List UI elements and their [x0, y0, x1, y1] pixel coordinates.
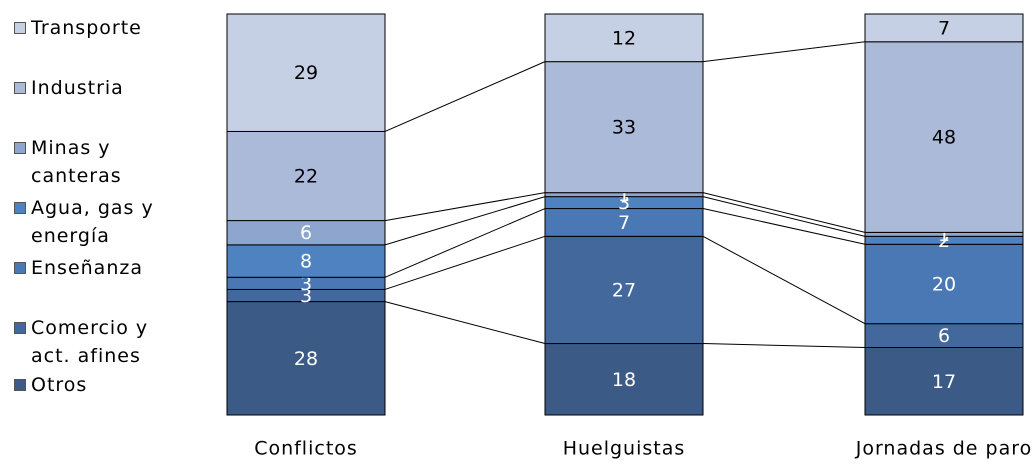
legend-label: Otros — [31, 374, 88, 396]
data-label: 7 — [618, 212, 630, 234]
connector-line — [384, 61, 546, 132]
connector-line — [702, 343, 866, 349]
connector-line — [702, 235, 866, 325]
bar-segment — [226, 301, 386, 416]
data-label: 3 — [300, 285, 312, 307]
legend-swatch — [14, 262, 26, 274]
bar-segment — [544, 208, 704, 237]
legend-label: Transporte — [31, 17, 142, 39]
bar-segment — [544, 61, 704, 194]
connector-line — [702, 192, 866, 233]
legend-label: Agua, gas y energía — [31, 197, 154, 247]
legend-item: Comercio y act. afines — [14, 314, 164, 370]
legend-label: Comercio y act. afines — [31, 317, 149, 367]
legend-item: Minas y canteras — [14, 134, 164, 190]
legend-swatch — [14, 22, 26, 34]
x-tick-label: Jornadas de paro — [855, 438, 1033, 460]
connector-line — [702, 41, 866, 63]
data-label: 27 — [612, 279, 636, 301]
data-label: 7 — [938, 17, 950, 39]
bar-segment — [864, 13, 1024, 43]
bar-segment — [544, 13, 704, 63]
connector-line — [384, 196, 546, 246]
legend-item: Agua, gas y energía — [14, 194, 164, 250]
bar-segment — [864, 347, 1024, 416]
data-label: 22 — [294, 166, 318, 188]
bar-segment — [226, 244, 386, 278]
connector-line — [384, 301, 546, 345]
legend-swatch — [14, 202, 26, 214]
data-label: 29 — [294, 62, 318, 84]
legend-swatch — [14, 322, 26, 334]
bar-segment — [226, 220, 386, 246]
data-label: 8 — [300, 251, 312, 273]
data-label: 18 — [612, 369, 636, 391]
x-tick-label: Conflictos — [254, 438, 358, 460]
bar-segment — [544, 343, 704, 416]
data-label: 17 — [932, 371, 956, 393]
legend-swatch — [14, 142, 26, 154]
data-label: 20 — [932, 273, 956, 295]
data-label: 12 — [612, 27, 636, 49]
legend-item: Enseñanza — [14, 254, 164, 282]
connector-line — [384, 192, 546, 222]
bar-segment — [226, 130, 386, 222]
legend-swatch — [14, 379, 26, 391]
data-label: 6 — [938, 325, 950, 347]
bar-segment — [226, 13, 386, 132]
legend-swatch — [14, 82, 26, 94]
data-label: 28 — [294, 348, 318, 370]
connector-line — [702, 208, 866, 245]
x-tick-label: Huelguistas — [563, 438, 686, 460]
data-label: 3 — [618, 192, 630, 214]
connector-line — [384, 235, 546, 290]
data-label: 6 — [300, 222, 312, 244]
bar-segment — [544, 235, 704, 345]
legend-label: Industria — [31, 77, 124, 99]
connector-line — [384, 208, 546, 278]
legend-item: Otros — [14, 371, 164, 399]
connector-line — [702, 196, 866, 237]
data-label: 33 — [612, 117, 636, 139]
bar-segment — [864, 243, 1024, 325]
data-label: 3 — [300, 273, 312, 295]
legend-item: Transporte — [14, 14, 164, 42]
legend-item: Industria — [14, 74, 164, 102]
legend-label: Minas y canteras — [31, 137, 122, 187]
legend-label: Enseñanza — [31, 257, 143, 279]
data-label: 48 — [932, 127, 956, 149]
